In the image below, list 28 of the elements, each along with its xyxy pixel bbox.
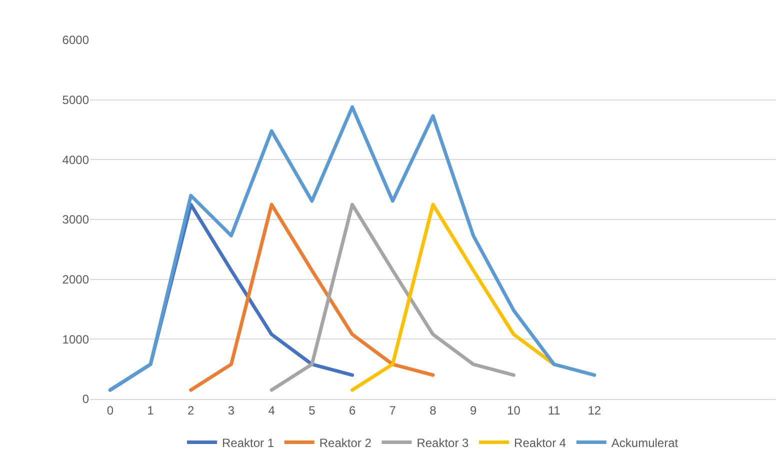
legend-label: Reaktor 2 xyxy=(319,436,372,450)
y-tick-label: 6000 xyxy=(62,33,90,48)
x-tick-label: 8 xyxy=(430,403,437,418)
y-tick-label: 3000 xyxy=(62,212,90,227)
x-tick-label: 3 xyxy=(228,403,235,418)
x-tick-label: 2 xyxy=(188,403,195,418)
legend-label: Reaktor 3 xyxy=(416,436,470,450)
x-tick-label: 1 xyxy=(147,403,154,418)
x-tick-label: 11 xyxy=(548,403,561,418)
line-series xyxy=(270,202,516,392)
y-tick-label: 1000 xyxy=(62,332,90,346)
x-tick-label: 5 xyxy=(308,403,316,418)
x-tick-label: 12 xyxy=(588,403,602,418)
y-tick-label: 4000 xyxy=(62,152,90,167)
x-tick-label: 4 xyxy=(268,403,276,418)
line-series xyxy=(108,105,596,392)
x-tick-label: 6 xyxy=(348,403,356,418)
x-tick-label: 7 xyxy=(389,403,396,418)
x-tick-label: 0 xyxy=(106,403,114,418)
x-tick-label: 9 xyxy=(470,403,478,418)
y-tick-label: 5000 xyxy=(62,93,90,108)
x-tick-label: 10 xyxy=(507,403,521,418)
line-series xyxy=(189,202,435,392)
y-tick-label: 2000 xyxy=(62,272,90,287)
y-tick-label: 0 xyxy=(82,392,90,406)
legend-label: Reaktor 1 xyxy=(222,436,274,450)
legend-label: Ackumulerat xyxy=(611,436,679,450)
legend-label: Reaktor 4 xyxy=(514,436,566,450)
